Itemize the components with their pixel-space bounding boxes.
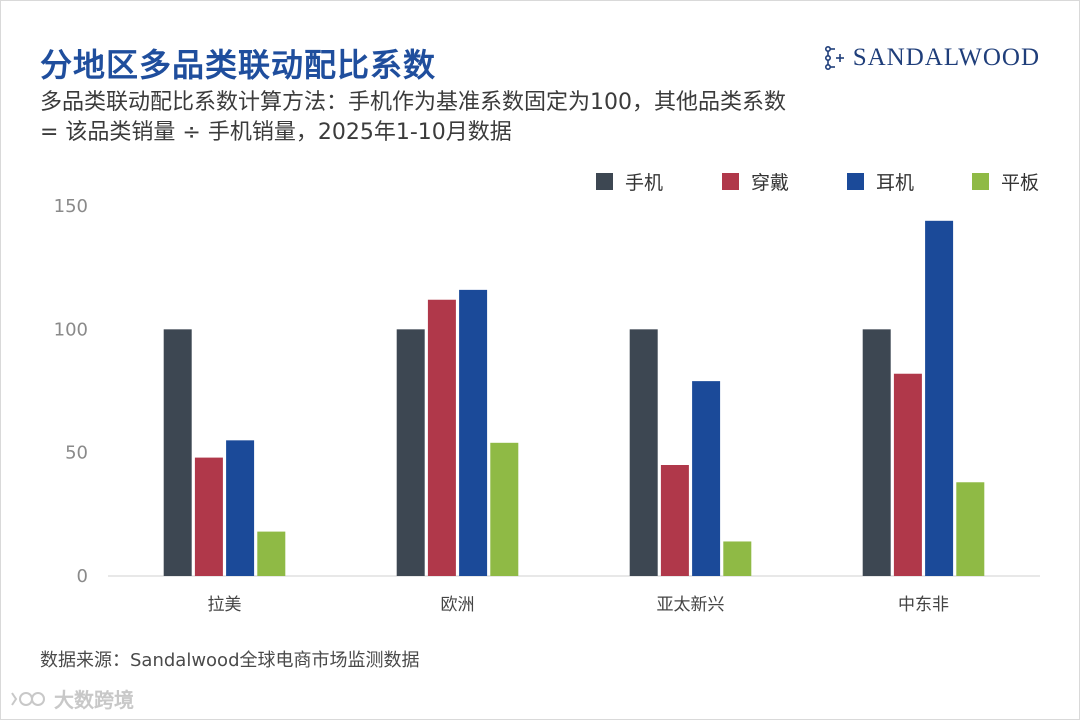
legend-label: 平板 [1001, 172, 1040, 194]
bar [490, 442, 519, 576]
bar [194, 457, 223, 576]
bar [629, 329, 658, 576]
bar [257, 531, 286, 576]
legend-swatch [847, 173, 864, 190]
y-tick-label: 150 [54, 196, 88, 217]
legend-label: 穿戴 [751, 172, 790, 194]
bar [723, 541, 752, 576]
bar [956, 482, 985, 576]
chart-title: 分地区多品类联动配比系数 [40, 46, 437, 84]
bar [893, 373, 922, 576]
bar [427, 299, 456, 576]
y-tick-label: 0 [77, 566, 88, 587]
legend-swatch [722, 173, 739, 190]
legend-item-phone: 手机 [596, 168, 722, 195]
legend-label: 手机 [625, 172, 664, 194]
brand-logo: SANDALWOOD [823, 44, 1040, 72]
watermark-logo-icon [11, 691, 45, 706]
x-tick-label: 亚太新兴 [657, 595, 725, 615]
y-tick-label: 50 [65, 443, 88, 464]
bar [692, 381, 721, 576]
x-tick-label: 拉美 [208, 595, 242, 615]
watermark: 大数跨境 [8, 684, 134, 713]
chart-subtitle: 多品类联动配比系数计算方法：手机作为基准系数固定为100，其他品类系数 = 该品… [40, 90, 786, 145]
bar [925, 220, 954, 577]
sandalwood-logo-icon [824, 45, 844, 70]
x-tick-label: 中东非 [898, 595, 949, 615]
bar [459, 289, 488, 576]
legend-label: 耳机 [876, 172, 915, 194]
watermark-text: 大数跨境 [54, 688, 134, 712]
legend-item-tablet: 平板 [972, 168, 1039, 195]
legend-item-earphone: 耳机 [847, 168, 972, 195]
x-tick-label: 欧洲 [441, 595, 475, 615]
legend-item-wearable: 穿戴 [722, 168, 847, 195]
legend-swatch [972, 173, 989, 190]
y-tick-label: 100 [54, 319, 88, 340]
bar [396, 329, 425, 576]
bar [862, 329, 891, 576]
bar [226, 440, 255, 576]
bar [660, 465, 689, 576]
legend-swatch [596, 173, 613, 190]
logo-text: SANDALWOOD [852, 44, 1040, 71]
data-source-note: 数据来源：Sandalwood全球电商市场监测数据 [40, 650, 420, 671]
chart-legend: 手机 穿戴 耳机 平板 [596, 168, 1039, 195]
bar [163, 329, 192, 576]
